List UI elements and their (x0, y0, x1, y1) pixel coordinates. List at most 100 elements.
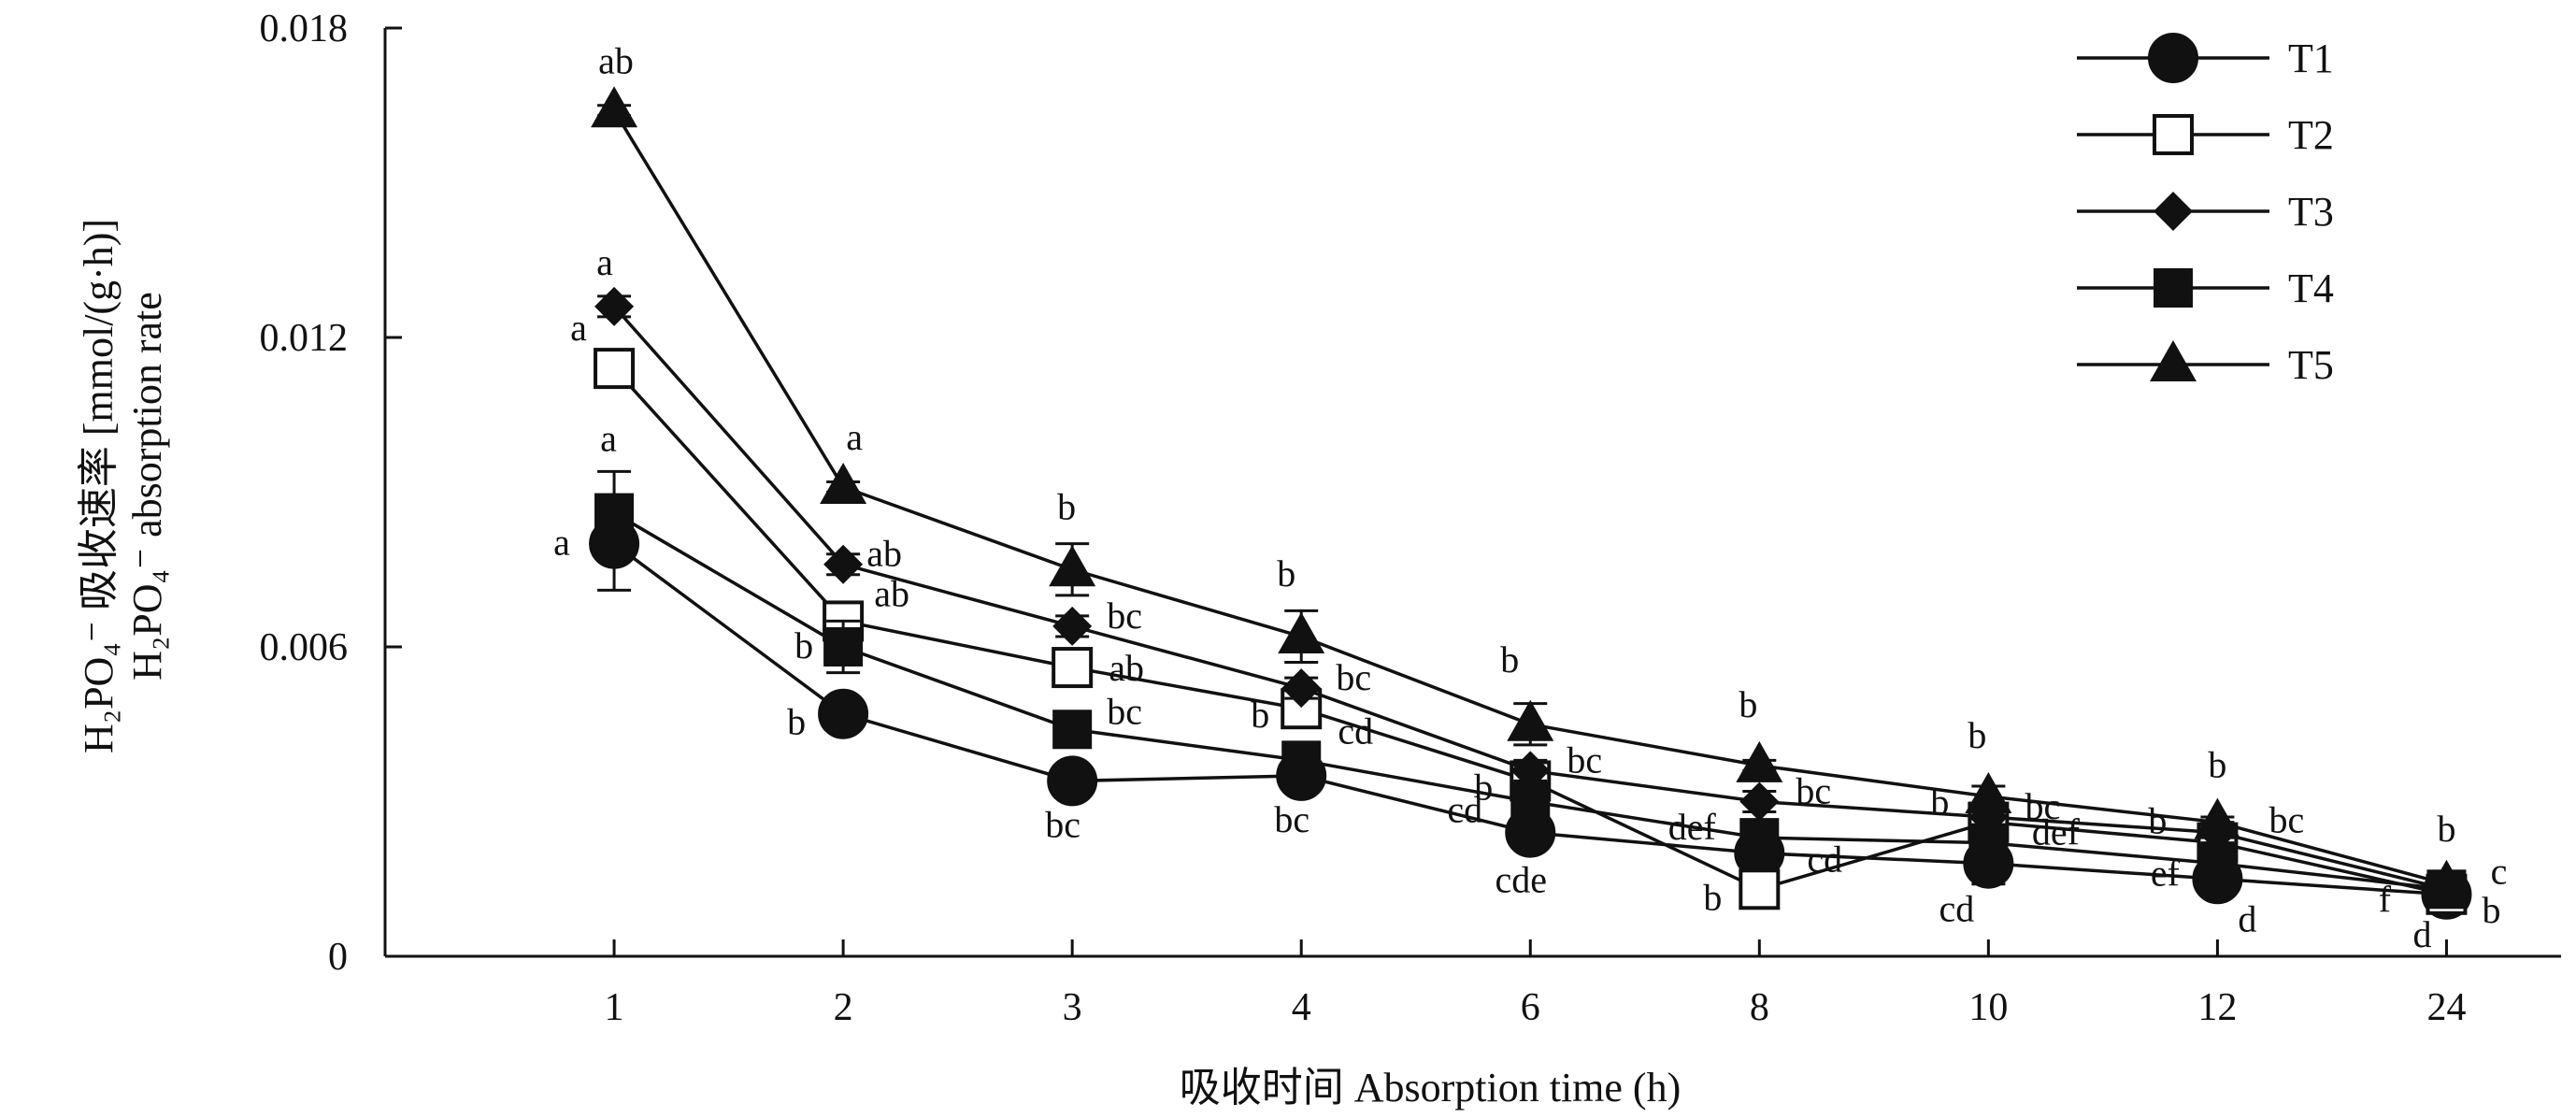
sig-label-T3-8: c (2491, 850, 2508, 892)
marker-T3-3 (1281, 668, 1322, 709)
sig-label-T2-4: b (1474, 766, 1493, 808)
y-tick-label-2: 0.012 (260, 317, 349, 360)
sig-label-T2-7: b (2148, 800, 2167, 842)
sig-label-T4-5: def (1668, 806, 1717, 848)
marker-T2-0 (594, 348, 636, 390)
sig-label-T1-7: d (2238, 897, 2256, 939)
marker-T4-2 (1052, 710, 1093, 750)
marker-T5-6 (1965, 771, 2012, 813)
legend-marker-T3 (2154, 192, 2193, 231)
sig-label-T4-6: def (2032, 811, 2081, 853)
legend-label-T1: T1 (2288, 36, 2334, 81)
sig-label-T3-7: bc (2269, 799, 2305, 841)
legend-label-T2: T2 (2288, 112, 2334, 158)
sig-label-T2-6: b (1930, 781, 1949, 824)
y-axis-title-line-2: H₂PO₄⁻ absorption rate (124, 292, 170, 681)
legend-label-T3: T3 (2288, 189, 2334, 235)
marker-T5-3 (1278, 611, 1325, 653)
marker-T5-1 (820, 462, 867, 504)
x-tick-label-1: 2 (834, 986, 853, 1029)
legend: T1 T2 T3 T4 T5 (2077, 33, 2334, 388)
marker-T4-5 (1739, 818, 1780, 858)
sig-label-T4-4: cd (1447, 789, 1482, 831)
x-tick-label-3: 4 (1292, 986, 1311, 1029)
sig-label-T1-6: cd (1939, 888, 1974, 930)
legend-marker-T2 (2153, 114, 2194, 155)
sig-label-T2-8: b (2482, 889, 2500, 931)
marker-T5-4 (1507, 699, 1554, 741)
sig-label-T3-5: bc (1796, 770, 1831, 812)
marker-T3-4 (1510, 751, 1551, 791)
marker-T3-1 (823, 544, 864, 584)
sig-label-T1-2: bc (1045, 803, 1080, 845)
y-tick-label-3: 0.018 (260, 7, 349, 50)
marker-T3-5 (1739, 781, 1780, 822)
sig-label-T3-1: ab (866, 533, 902, 575)
sig-label-T5-2: b (1057, 485, 1076, 527)
sig-label-T5-0: ab (598, 39, 634, 81)
marker-T3-2 (1052, 606, 1093, 646)
sig-label-T5-3: b (1277, 552, 1295, 595)
sig-label-T1-4: cde (1496, 859, 1548, 901)
sig-label-T1-5: cd (1807, 838, 1842, 881)
y-tick-label-0: 0 (328, 936, 348, 979)
x-tick-label-0: 1 (605, 986, 624, 1029)
legend-marker-T4 (2154, 268, 2193, 308)
sig-label-T2-0: a (570, 307, 587, 349)
series-T4 (594, 469, 2467, 910)
x-tick-label-8: 24 (2426, 986, 2466, 1029)
marker-T5-8 (2423, 859, 2470, 901)
marker-T4-0 (594, 493, 635, 533)
sig-label-T2-5: b (1703, 876, 1722, 918)
sig-label-T4-0: a (600, 418, 617, 460)
marker-T5-5 (1736, 740, 1783, 782)
marker-T5-0 (591, 86, 638, 128)
marker-T4-1 (823, 627, 864, 666)
sig-label-T2-1: ab (874, 572, 909, 614)
marker-T3-0 (594, 286, 635, 326)
legend-marker-T1 (2148, 33, 2198, 83)
marker-T1-1 (818, 688, 869, 739)
marker-T4-4 (1510, 781, 1551, 822)
sig-label-T4-7: ef (2151, 853, 2181, 895)
marker-T1-2 (1047, 755, 1098, 807)
marker-T2-2 (1052, 647, 1094, 689)
marker-T4-7 (2197, 843, 2238, 883)
marker-T4-6 (1968, 823, 2009, 863)
sig-label-T3-2: bc (1107, 595, 1142, 637)
sig-label-T3-4: bc (1567, 738, 1602, 781)
sig-label-T4-3: cd (1338, 710, 1373, 752)
marker-T5-2 (1049, 545, 1096, 587)
sig-label-T1-1: b (787, 701, 806, 743)
sig-label-T5-1: a (846, 416, 863, 458)
legend-marker-T5 (2150, 340, 2197, 381)
sig-label-T1-3: bc (1274, 798, 1309, 840)
sig-label-T4-2: bc (1107, 690, 1142, 732)
x-tick-label-6: 10 (1968, 986, 2008, 1029)
x-tick-label-7: 12 (2197, 986, 2237, 1029)
series-layer (589, 86, 2472, 920)
sig-label-T2-3: b (1251, 694, 1269, 736)
series-T5 (591, 86, 2470, 901)
sig-label-T5-4: b (1500, 638, 1519, 681)
sig-label-T5-6: b (1968, 714, 1986, 756)
sig-label-T4-1: b (794, 624, 813, 666)
marker-T2-5 (1739, 868, 1781, 910)
y-tick-label-1: 0.006 (260, 626, 349, 669)
x-tick-label-5: 8 (1750, 986, 1769, 1029)
sig-label-T5-7: b (2208, 744, 2226, 786)
sig-label-T5-8: b (2437, 808, 2455, 850)
sig-label-T4-8: f (2379, 878, 2392, 920)
sig-label-T5-5: b (1739, 683, 1757, 725)
legend-label-T4: T4 (2288, 265, 2334, 311)
x-tick-label-4: 6 (1521, 986, 1540, 1029)
sig-label-T3-0: a (596, 241, 613, 283)
marker-T4-3 (1281, 740, 1322, 781)
x-tick-label-2: 3 (1063, 986, 1082, 1029)
sig-label-T1-8: d (2412, 913, 2431, 955)
sig-label-T1-0: a (553, 522, 570, 564)
sig-label-T2-2: ab (1109, 647, 1144, 689)
